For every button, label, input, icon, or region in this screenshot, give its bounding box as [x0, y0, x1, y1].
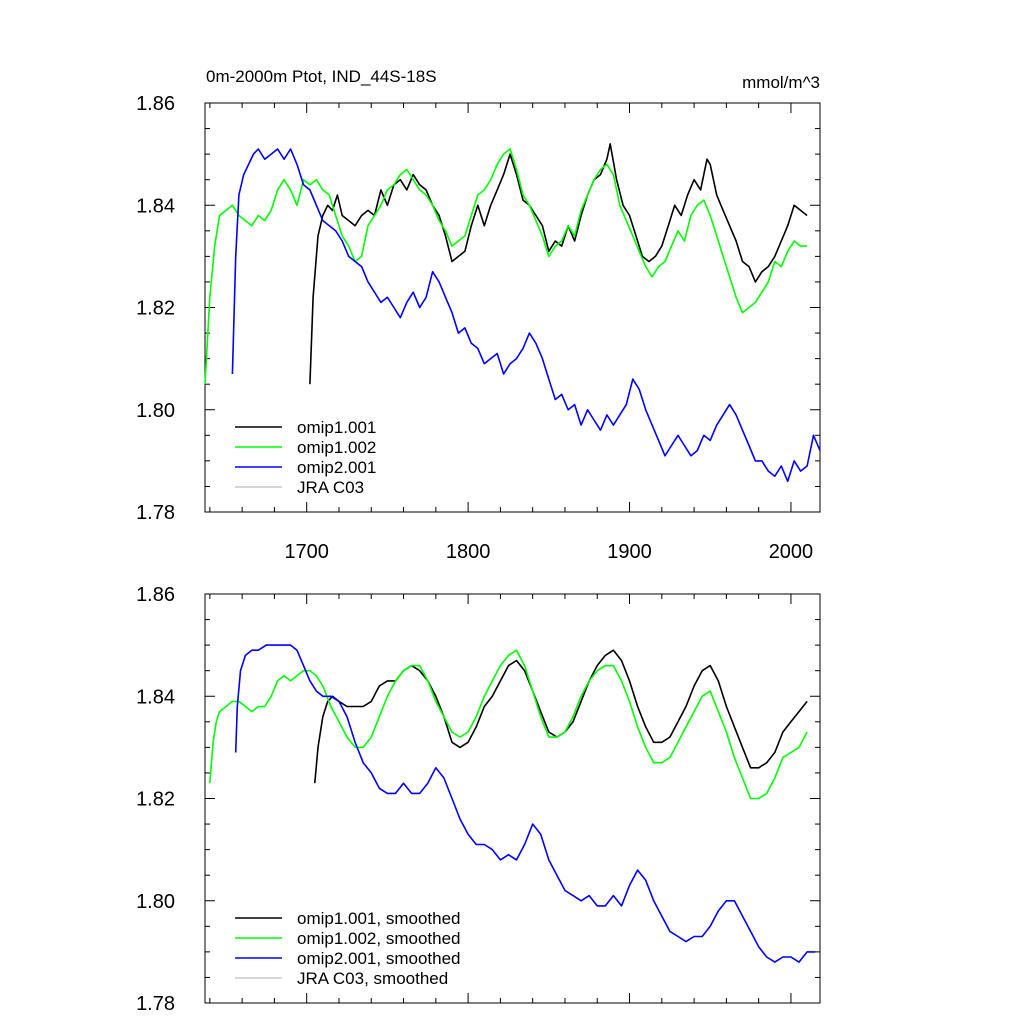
y-tick-label: 1.80 — [136, 400, 175, 422]
x-tick-label: 1700 — [284, 541, 329, 563]
top-panel: 0m-2000m Ptot, IND_44S-18S mmol/m^3 1700… — [136, 67, 821, 563]
y-tick-label: 1.84 — [136, 195, 175, 217]
legend-label: omip2.001 — [297, 458, 376, 477]
y-tick-label: 1.82 — [136, 298, 175, 320]
y-tick-label: 1.78 — [136, 502, 175, 524]
x-tick-label: 1800 — [446, 541, 491, 563]
series-line-3 — [231, 148, 821, 483]
legend-label: omip1.002, smoothed — [297, 929, 461, 948]
x-tick-label: 2000 — [769, 541, 814, 563]
series-line-1 — [314, 649, 808, 784]
legend-label: omip2.001, smoothed — [297, 949, 461, 968]
legend-label: omip1.001 — [297, 418, 376, 437]
legend-label: JRA C03, smoothed — [297, 969, 448, 988]
x-tick-label: 1900 — [607, 541, 652, 563]
series-line-3 — [234, 644, 816, 963]
units-label: mmol/m^3 — [742, 73, 820, 92]
y-tick-label: 1.86 — [136, 93, 175, 115]
legend-label: omip1.001, smoothed — [297, 909, 461, 928]
legend-label: JRA C03 — [297, 478, 364, 497]
y-tick-label: 1.86 — [136, 584, 175, 606]
series-line-1 — [309, 143, 808, 385]
y-tick-label: 1.82 — [136, 789, 175, 811]
legend-label: omip1.002 — [297, 438, 376, 457]
y-tick-label: 1.84 — [136, 686, 175, 708]
series-line-2 — [209, 649, 808, 800]
y-tick-label: 1.80 — [136, 891, 175, 913]
chart-title: 0m-2000m Ptot, IND_44S-18S — [206, 67, 437, 86]
series-line-2 — [204, 148, 808, 385]
y-tick-label: 1.78 — [136, 993, 175, 1015]
